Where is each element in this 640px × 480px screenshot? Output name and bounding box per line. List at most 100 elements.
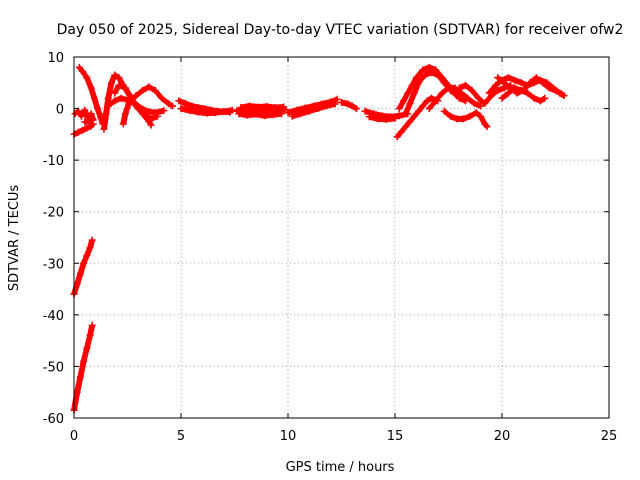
data-point xyxy=(485,89,493,97)
data-point xyxy=(260,112,268,120)
data-point xyxy=(314,105,322,113)
data-track-early-steep-b xyxy=(70,321,96,414)
data-point xyxy=(75,63,83,71)
data-point xyxy=(160,107,168,115)
data-point xyxy=(145,83,153,91)
data-point xyxy=(151,87,159,95)
data-point xyxy=(494,74,502,82)
data-point xyxy=(427,68,435,76)
tick-layer: 0 5 10 15 20 25 10 0 -10 -20 -30 -40 -50 -60 xyxy=(43,51,618,444)
data-point xyxy=(88,321,96,329)
data-point xyxy=(338,98,345,106)
data-point xyxy=(87,84,95,92)
data-point xyxy=(434,71,442,79)
data-track-early-steep-a xyxy=(70,236,96,298)
data-point xyxy=(453,115,461,123)
y-tick-label: -20 xyxy=(43,206,64,221)
data-point xyxy=(243,111,251,119)
data-point xyxy=(280,103,288,111)
data-point xyxy=(235,110,243,118)
data-point xyxy=(397,128,405,136)
data-point xyxy=(288,112,296,120)
data-point xyxy=(186,107,194,115)
data-point xyxy=(153,112,161,120)
data-point xyxy=(474,94,482,102)
data-point xyxy=(134,102,142,110)
data-point xyxy=(470,99,478,107)
data-point xyxy=(86,331,94,339)
data-point xyxy=(74,128,82,136)
x-tick-label: 5 xyxy=(177,429,185,444)
data-point xyxy=(382,115,390,123)
data-point xyxy=(348,102,356,110)
data-point xyxy=(305,107,313,115)
data-point xyxy=(80,259,88,267)
data-point xyxy=(472,109,480,117)
data-track-rise-big-1 xyxy=(393,94,442,141)
data-point xyxy=(83,344,91,352)
data-point xyxy=(532,74,540,82)
data-point xyxy=(83,74,91,82)
data-point xyxy=(107,79,115,87)
data-track-loop-high xyxy=(455,81,515,107)
data-point xyxy=(79,126,87,134)
data-track-hump-4 xyxy=(104,94,168,117)
data-point xyxy=(410,112,418,120)
data-point xyxy=(395,112,403,120)
data-track-tail-mid xyxy=(338,98,360,113)
data-point xyxy=(511,76,519,84)
data-point xyxy=(361,107,369,115)
data-point xyxy=(402,123,410,131)
data-point xyxy=(464,94,472,102)
data-point xyxy=(119,120,127,128)
data-point xyxy=(237,104,245,112)
data-point xyxy=(494,87,502,95)
data-point xyxy=(425,105,433,113)
data-point xyxy=(89,116,97,124)
data-track-dip-b xyxy=(365,113,399,123)
y-tick-label: -40 xyxy=(43,309,64,324)
y-tick-label: 10 xyxy=(47,51,64,66)
data-point xyxy=(83,124,91,132)
data-point xyxy=(524,89,532,97)
y-tick-label: -30 xyxy=(43,257,64,272)
y-tick-label: 0 xyxy=(56,103,64,118)
data-point xyxy=(81,118,89,126)
data-point xyxy=(545,84,553,92)
data-point xyxy=(126,97,134,105)
data-track-early-cluster xyxy=(71,106,97,126)
data-point xyxy=(147,121,155,129)
data-point xyxy=(323,102,331,110)
x-tick-label: 25 xyxy=(601,429,618,444)
data-track-hump-3 xyxy=(119,83,176,128)
data-point xyxy=(117,94,125,102)
data-point xyxy=(201,105,209,113)
data-point xyxy=(104,102,112,110)
data-point xyxy=(539,79,547,87)
data-point xyxy=(427,94,435,102)
data-point xyxy=(558,90,566,98)
data-point xyxy=(344,100,352,108)
data-track-late-c xyxy=(498,84,549,105)
data-point xyxy=(147,115,155,123)
data-point xyxy=(168,102,176,110)
data-point xyxy=(457,89,465,97)
data-point xyxy=(164,99,172,107)
data-point xyxy=(415,107,423,115)
data-point xyxy=(278,110,286,118)
data-point xyxy=(492,81,500,89)
data-point xyxy=(419,102,427,110)
data-track-flat-c xyxy=(235,110,286,120)
data-point xyxy=(404,89,412,97)
data-point xyxy=(410,89,418,97)
data-point xyxy=(526,79,534,87)
data-point xyxy=(530,94,538,102)
x-tick-label: 20 xyxy=(494,429,511,444)
data-point xyxy=(76,373,84,381)
data-point xyxy=(395,105,403,113)
data-point xyxy=(121,110,129,118)
data-track-loop-low xyxy=(440,107,491,131)
data-point xyxy=(87,110,95,118)
